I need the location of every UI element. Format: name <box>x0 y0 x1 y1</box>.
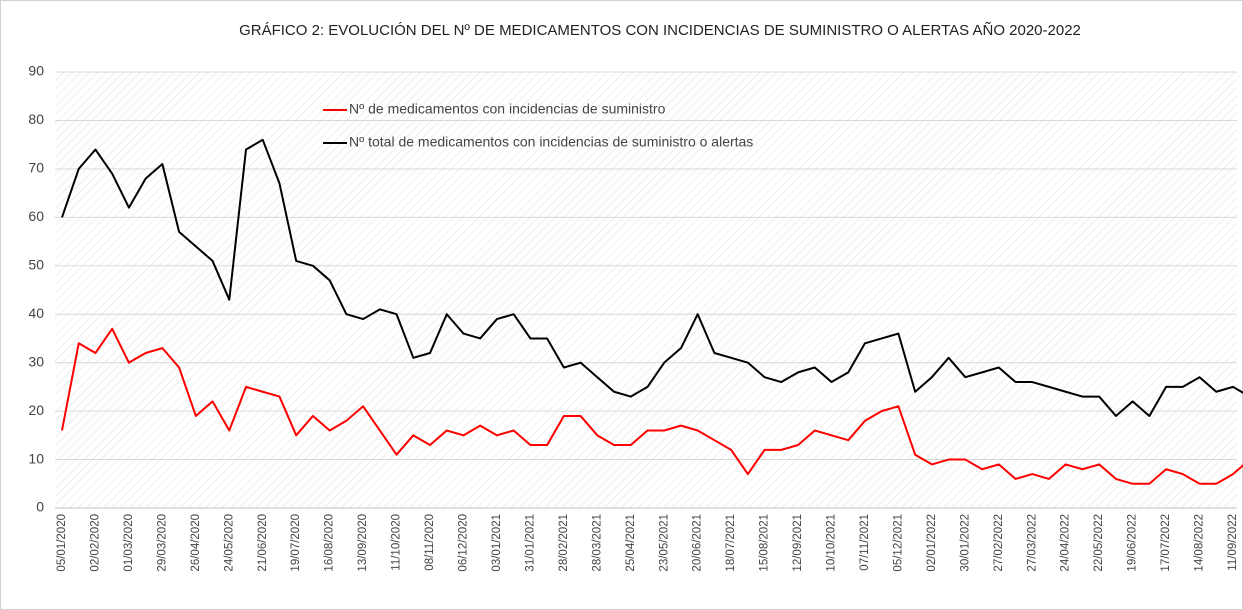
x-tick-label: 06/12/2020 <box>458 514 470 572</box>
x-tick-label: 29/03/2020 <box>156 514 168 572</box>
y-tick-label: 20 <box>28 402 44 418</box>
x-tick-label: 15/08/2021 <box>759 514 771 572</box>
x-tick-label: 02/02/2020 <box>89 514 101 572</box>
x-tick-label: 05/12/2021 <box>892 514 904 572</box>
x-tick-label: 07/11/2021 <box>859 514 871 571</box>
x-tick-label: 08/11/2020 <box>424 514 436 571</box>
plot-background <box>55 72 1237 508</box>
x-tick-label: 19/07/2020 <box>290 514 302 572</box>
data-line <box>61 138 1243 417</box>
x-tick-label: 19/06/2022 <box>1127 514 1139 572</box>
x-tick-label: 11/09/2022 <box>1227 514 1239 571</box>
y-tick-label: 70 <box>28 160 44 176</box>
x-tick-label: 16/08/2020 <box>324 514 336 572</box>
x-tick-label: 14/08/2022 <box>1194 514 1206 572</box>
x-tick-label: 26/04/2020 <box>190 514 202 572</box>
y-tick-label: 10 <box>28 450 44 466</box>
x-tick-label: 23/05/2021 <box>658 514 670 572</box>
x-tick-label: 24/04/2022 <box>1060 514 1072 572</box>
x-tick-label: 22/05/2022 <box>1093 514 1105 572</box>
x-tick-label: 28/02/2021 <box>558 514 570 572</box>
y-tick-label: 0 <box>36 499 44 515</box>
x-tick-label: 27/03/2022 <box>1026 514 1038 572</box>
y-tick-label: 80 <box>28 111 44 127</box>
x-tick-label: 27/02/2022 <box>993 514 1005 572</box>
x-tick-label: 31/01/2021 <box>524 514 536 572</box>
x-tick-label: 24/05/2020 <box>223 514 235 572</box>
y-tick-label: 30 <box>28 353 44 369</box>
x-tick-label: 25/04/2021 <box>625 514 637 572</box>
x-tick-label: 17/07/2022 <box>1160 514 1172 572</box>
x-tick-label: 12/09/2021 <box>792 514 804 572</box>
x-tick-label: 30/01/2022 <box>959 514 971 572</box>
y-tick-label: 90 <box>28 63 44 79</box>
x-tick-label: 20/06/2021 <box>692 514 704 572</box>
x-tick-label: 01/03/2020 <box>123 514 135 572</box>
x-tick-label: 02/01/2022 <box>926 514 938 572</box>
legend-label: Nº de medicamentos con incidencias de su… <box>349 101 666 117</box>
x-tick-label: 03/01/2021 <box>491 514 503 572</box>
x-tick-label: 13/09/2020 <box>357 514 369 572</box>
x-tick-label: 11/10/2020 <box>391 514 403 571</box>
x-tick-label: 10/10/2021 <box>826 514 838 572</box>
x-tick-label: 05/01/2020 <box>56 514 68 572</box>
x-tick-label: 18/07/2021 <box>725 514 737 572</box>
x-tick-label: 28/03/2021 <box>591 514 603 572</box>
y-tick-label: 50 <box>28 256 44 272</box>
y-tick-label: 60 <box>28 208 44 224</box>
data-line <box>61 327 1243 485</box>
chart-title: GRÁFICO 2: EVOLUCIÓN DEL Nº DE MEDICAMEN… <box>239 22 1081 39</box>
y-tick-label: 40 <box>28 305 44 321</box>
legend-label: Nº total de medicamentos con incidencias… <box>349 134 753 150</box>
x-tick-label: 21/06/2020 <box>257 514 269 572</box>
